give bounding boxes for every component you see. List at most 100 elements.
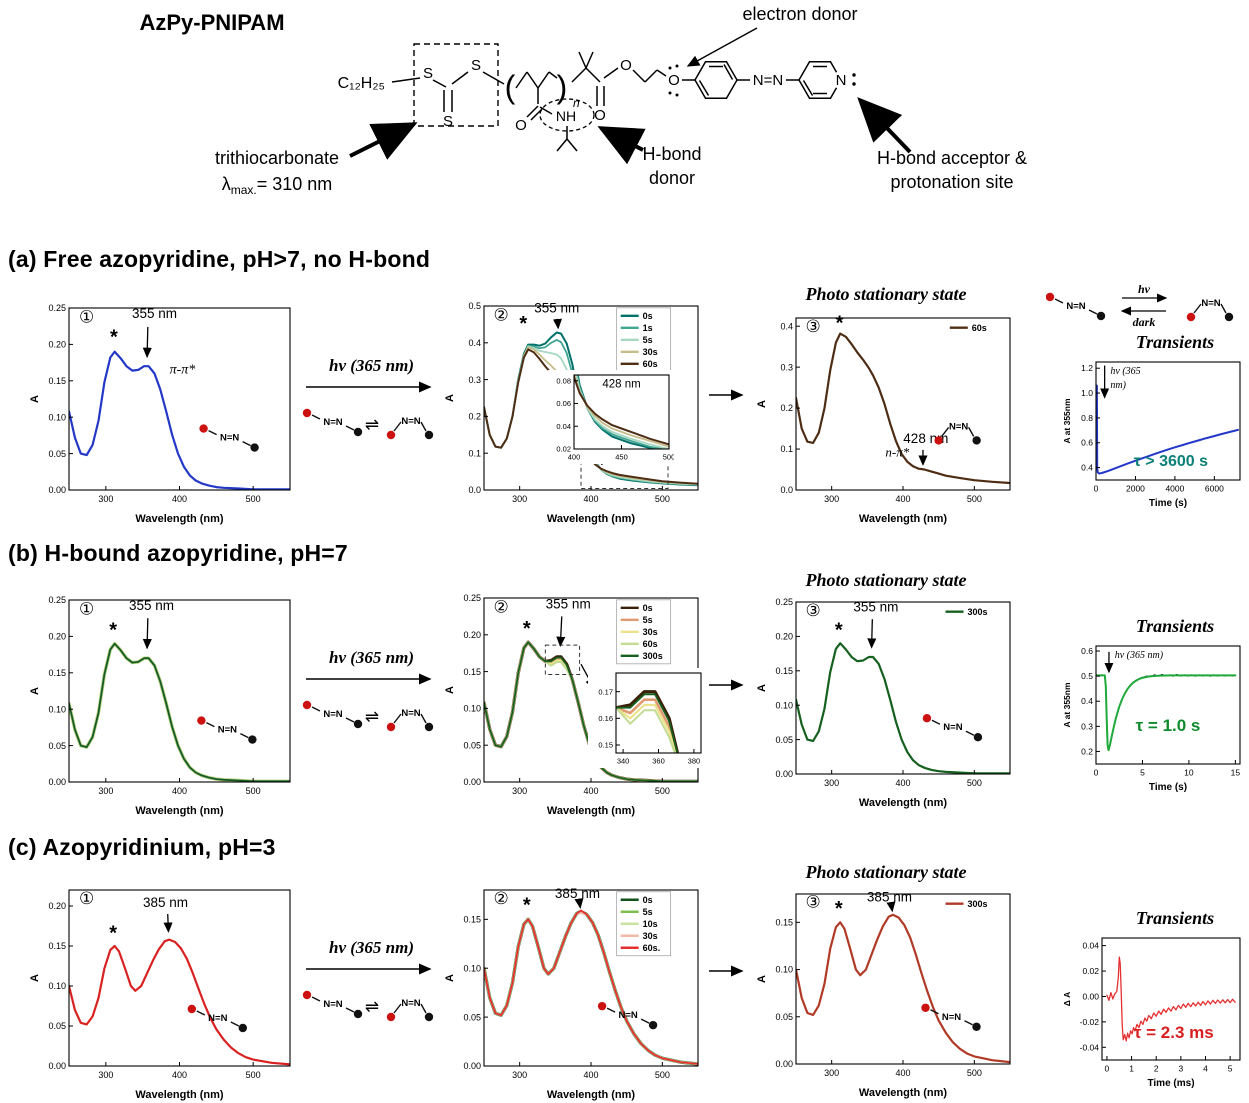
legend-label: 0s [643, 895, 653, 905]
annotation-text: * [110, 327, 118, 349]
annotation-text: n-π* [885, 444, 909, 459]
y-tick-label: 0.0 [468, 485, 481, 495]
x-tick-label: 300 [512, 1070, 527, 1080]
y-tick-label: 0.4 [780, 321, 793, 331]
annotation-text: ② [493, 889, 508, 908]
y-tick-label: 0.00 [48, 485, 66, 495]
y-tick-label: 0.4 [1081, 696, 1093, 706]
y-tick-label: -0.04 [1080, 1042, 1100, 1052]
close-paren: ) [557, 69, 568, 105]
benzene-ring [694, 61, 738, 99]
y-axis-label: A [444, 394, 456, 402]
annotation-text: ③ [805, 601, 820, 620]
transients-title-a: Transients [1135, 332, 1215, 352]
pyridine-ring: N [798, 61, 856, 99]
x-tick-label: 400 [895, 778, 910, 788]
legend-label: 60s [643, 639, 658, 649]
scheme-dark-label: dark [1133, 315, 1156, 329]
y-tick-label: 0.00 [1082, 991, 1099, 1001]
x-tick-label: 3 [1178, 1064, 1183, 1074]
y-tick-label: -0.02 [1080, 1017, 1100, 1027]
x-tick-label: 5 [1228, 1064, 1233, 1074]
series-line [616, 703, 677, 753]
y-tick-label: 0.2 [1081, 746, 1093, 756]
y-tick-label: 0.05 [48, 1021, 66, 1031]
x-tick-label: 400 [172, 494, 187, 504]
annotation-text: ② [493, 306, 508, 325]
annotation-arrow-icon [142, 618, 152, 650]
hv-label-b: hν (365 nm) [329, 648, 414, 667]
trans-cis-equilibrium-icon: N=N ⇌ N=N [302, 990, 434, 1022]
y-axis-label: Δ A [1062, 992, 1072, 1007]
annotation-text: 385 nm [555, 886, 600, 901]
annotation-text: * [523, 618, 531, 640]
legend-label: 60s [643, 359, 658, 369]
x-tick-label: 300 [512, 494, 527, 504]
electron-donor-label: electron donor [742, 4, 857, 24]
y-tick-label: 0.10 [463, 963, 481, 973]
series-line [576, 375, 662, 449]
azo-molecule-trans: N=N [187, 1004, 248, 1033]
y-tick-label: 0.20 [463, 630, 481, 640]
x-tick-label: 0 [1105, 1064, 1110, 1074]
annotation-text: * [836, 312, 844, 334]
y-tick-label: 0.20 [48, 632, 66, 642]
legend-label: 5s [643, 335, 653, 345]
y-tick-label: 0.00 [48, 777, 66, 787]
annotation-arrow-icon [142, 326, 152, 359]
lambda-prefix: λ [222, 174, 231, 194]
scheme-hv-label: hν [1138, 282, 1151, 296]
x-tick-label: 0 [1094, 484, 1099, 494]
transient-c-chart: 0 1 2 3 4 5 -0.04 -0.02 0.00 0.02 0.04 Time (ms) Δ A… [1062, 937, 1241, 1089]
legend-label: 300s [968, 899, 988, 909]
x-tick-label: 2000 [1126, 484, 1145, 494]
x-tick-label: 300 [824, 494, 839, 504]
spectrum-b3-chart: 300 400 500 0.00 0.05 0.10 0.15 0.20 0.25 Wavelen… [756, 597, 1011, 809]
y-tick-label: 0.10 [48, 412, 66, 422]
transients-title-c: Transients [1135, 908, 1215, 928]
y-tick-label: 1.2 [1081, 363, 1093, 373]
isomerization-scheme: N=N hν dark N=N [1046, 282, 1234, 329]
y-tick-label: 0.25 [463, 593, 481, 603]
y-tick-label: 0.02 [556, 445, 571, 454]
polymer-backbone: C₁₂H₂₅ S S S ( ) n O NH [338, 43, 695, 152]
annotation-text: π-π* [170, 363, 196, 378]
x-axis-label: Wavelength (nm) [547, 1089, 636, 1101]
x-axis-label: Wavelength (nm) [135, 805, 224, 817]
annotation-text: ① [79, 308, 94, 327]
y-tick-label: 0.3 [468, 375, 481, 385]
y-axis-label: A [756, 400, 768, 408]
reaction-arrow-icon [305, 381, 432, 393]
nh-group: NH [556, 108, 576, 124]
y-tick-label: 0.6 [1081, 646, 1093, 656]
azo-molecule-cis: N=N [386, 708, 434, 732]
y-tick-label: 0.00 [463, 1061, 481, 1071]
azo-molecule-trans: N=N [199, 424, 259, 452]
x-tick-label: 500 [246, 494, 261, 504]
y-tick-label: 0.16 [598, 714, 613, 723]
y-tick-label: 0.15 [48, 941, 66, 951]
x-tick-label: 300 [98, 786, 113, 796]
annotation-arrow-icon [556, 616, 566, 648]
y-tick-label: 0.08 [556, 376, 571, 385]
spectrum-b2-inset-chart: 340 360 380 0.15 0.16 0.17 [588, 668, 706, 768]
y-tick-label: 0.00 [463, 777, 481, 787]
annotation-text: 428 nm [602, 379, 640, 391]
pyridine-n-atom: N [836, 72, 847, 89]
annotation-text: 385 nm [143, 895, 188, 910]
x-tick-label: 500 [663, 453, 674, 462]
x-tick-label: 340 [617, 757, 630, 766]
x-axis-label: Wavelength (nm) [547, 805, 636, 817]
legend-label: 30s [643, 627, 658, 637]
spectrum-c3-chart: 300 400 500 0.00 0.05 0.10 0.15 Wavelength (nm)… [756, 890, 1011, 1099]
trithiocarbonate-box [413, 43, 499, 127]
y-tick-label: 0.4 [1081, 463, 1093, 473]
annotation-text: * [109, 619, 117, 641]
y-tick-label: 0.20 [775, 632, 793, 642]
y-tick-label: 0.15 [463, 667, 481, 677]
y-tick-label: 0.05 [463, 740, 481, 750]
x-axis-label: Wavelength (nm) [135, 513, 224, 525]
svg-text:N=N: N=N [618, 1010, 637, 1021]
series-line [484, 641, 698, 782]
o-atom: O [620, 57, 632, 74]
